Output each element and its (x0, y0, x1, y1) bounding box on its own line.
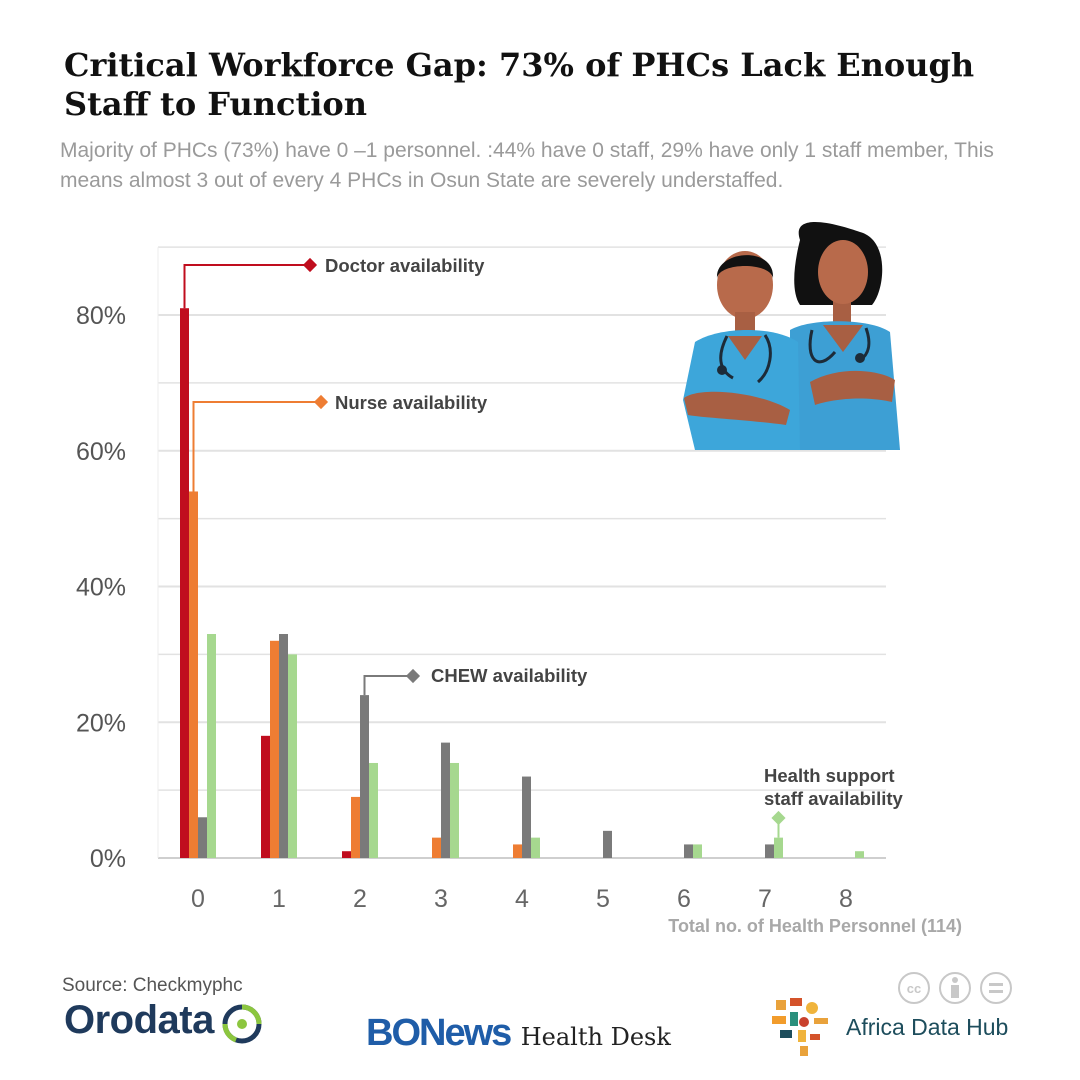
source-note: Source: Checkmyphc (62, 975, 243, 996)
y-tick-label: 60% (76, 438, 126, 466)
health-workers-illustration (683, 222, 900, 450)
bar (351, 796, 360, 858)
bar (603, 830, 612, 858)
series-annotation-label: Health support (764, 765, 895, 786)
bar (522, 776, 531, 858)
x-axis-label: Total no. of Health Personnel (114) (668, 916, 962, 936)
bar (765, 844, 774, 858)
bonews-logo: BONews Health Desk (366, 1012, 671, 1055)
bar-chart: 0% 20% 40% 60% 80% 0 1 2 3 4 5 6 7 8 Total no. of Hea… (76, 222, 962, 936)
x-tick-label: 1 (272, 885, 286, 913)
annotation-marker (405, 668, 421, 684)
africa-data-hub-logo-mark (772, 998, 828, 1056)
bonews-desk-label: Health Desk (520, 1023, 671, 1051)
annotation-marker (302, 257, 318, 273)
x-tick-label: 2 (353, 885, 367, 913)
bar (684, 844, 693, 858)
y-axis-ticks: 0% 20% 40% 60% 80% (76, 302, 126, 873)
bars (180, 308, 864, 858)
bar (531, 837, 540, 858)
africa-data-hub-logo: Africa Data Hub (846, 1014, 1009, 1040)
bar (261, 735, 270, 858)
x-tick-label: 0 (191, 885, 205, 913)
annotation-leader (183, 264, 310, 309)
bar (360, 695, 369, 858)
series-annotation-label: Doctor availability (325, 255, 485, 276)
x-tick-label: 5 (596, 885, 610, 913)
no-derivatives-icon (980, 972, 1012, 1004)
bar (189, 491, 198, 858)
series-annotation-label: staff availability (764, 788, 904, 809)
bonews-wordmark: BONews (366, 1012, 512, 1054)
x-tick-label: 7 (758, 885, 772, 913)
annotation-leader (192, 401, 321, 492)
annotation-leader (363, 675, 413, 696)
annotation-marker (313, 394, 329, 410)
orodata-logo: Orodata (64, 998, 214, 1042)
bar (693, 844, 702, 858)
bar (180, 308, 189, 858)
series-annotations: Doctor availability Nurse availability CHE… (183, 255, 904, 838)
series-annotation-label: CHEW availability (431, 665, 588, 686)
y-tick-label: 20% (76, 709, 126, 737)
bar (855, 851, 864, 858)
x-tick-label: 6 (677, 885, 691, 913)
cc-icon: cc (898, 972, 930, 1004)
bar (288, 654, 297, 858)
bar (432, 837, 441, 858)
chart-subtitle: Majority of PHCs (73%) have 0 –1 personn… (60, 139, 994, 192)
x-tick-label: 8 (839, 885, 853, 913)
bar (270, 640, 279, 858)
bar (279, 634, 288, 858)
bar (774, 837, 783, 858)
y-tick-label: 80% (76, 302, 126, 330)
x-tick-label: 4 (515, 885, 529, 913)
license-icons: cc (898, 972, 1012, 1004)
bar (207, 634, 216, 858)
y-tick-label: 40% (76, 574, 126, 602)
svg-text:cc: cc (907, 981, 921, 996)
x-tick-label: 3 (434, 885, 448, 913)
bar (198, 817, 207, 858)
bar (513, 844, 522, 858)
series-annotation-label: Nurse availability (335, 392, 488, 413)
annotation-marker (771, 810, 786, 826)
bar (441, 742, 450, 858)
bar (450, 762, 459, 858)
attribution-icon (939, 972, 971, 1004)
bar (369, 762, 378, 858)
orodata-logo-mark (222, 1004, 262, 1044)
x-axis-ticks: 0 1 2 3 4 5 6 7 8 Total no. of Health Personnel (… (191, 885, 962, 936)
bar (342, 851, 351, 858)
chart-title: Critical Workforce Gap: 73% of PHCs Lack… (64, 46, 975, 123)
y-tick-label: 0% (90, 845, 126, 873)
